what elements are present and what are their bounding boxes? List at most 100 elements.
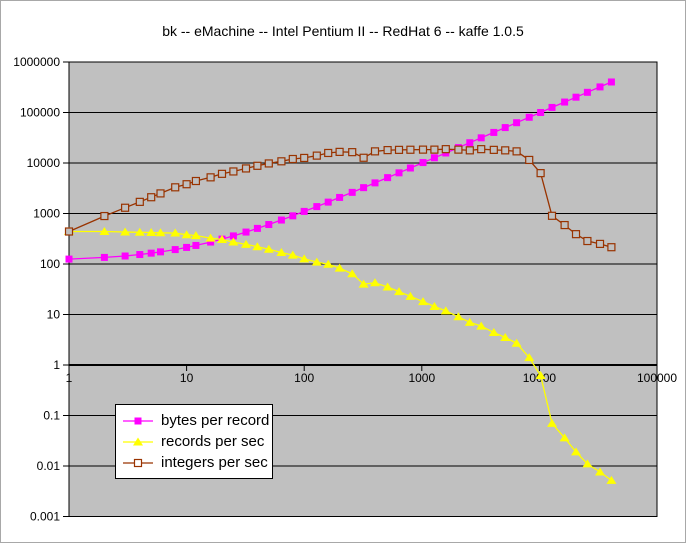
triangle-marker (405, 291, 416, 300)
square-marker (348, 188, 356, 196)
square-marker (157, 248, 165, 256)
legend-item-records-per-sec: records per sec (122, 433, 266, 450)
triangle-marker (205, 233, 216, 242)
open-square-marker (121, 203, 130, 212)
triangle-marker (394, 287, 405, 296)
open-square-marker (133, 458, 143, 467)
series-records-per-sec (64, 227, 617, 484)
brown-line-open-square-icon (123, 458, 153, 467)
triangle-marker (133, 437, 143, 445)
triangle-marker (299, 254, 310, 263)
open-square-marker (430, 145, 439, 154)
magenta-line-filled-square-icon (123, 417, 153, 424)
triangle-marker (146, 228, 157, 237)
square-marker (583, 88, 591, 96)
triangle-marker (488, 328, 499, 337)
triangle-marker (418, 297, 429, 306)
triangle-marker (134, 227, 145, 236)
open-square-marker (147, 193, 156, 202)
square-marker (229, 232, 237, 240)
open-square-marker (206, 173, 215, 182)
open-square-marker (348, 148, 357, 157)
square-marker (277, 216, 285, 224)
triangle-marker (358, 279, 369, 288)
triangle-marker (511, 338, 522, 347)
triangle-marker (547, 418, 558, 427)
x-tick-label: 10 (180, 371, 194, 385)
triangle-marker (228, 237, 239, 246)
square-marker (548, 103, 556, 111)
x-axis: 110100100010000100000 (66, 365, 677, 385)
open-square-marker (383, 146, 392, 155)
triangle-marker (334, 263, 345, 272)
square-marker (65, 255, 73, 263)
square-marker (136, 251, 144, 259)
x-tick-label: 1 (66, 371, 73, 385)
legend-label: records per sec (161, 433, 265, 450)
square-marker (207, 238, 215, 246)
open-square-marker (595, 239, 605, 249)
open-square-marker (583, 236, 592, 246)
y-tick-label: 100000 (20, 106, 60, 120)
legend-item-integers-per-sec: integers per sec (122, 454, 268, 471)
triangle-marker (582, 459, 593, 468)
square-marker (490, 128, 498, 136)
square-marker (501, 124, 509, 132)
square-marker (324, 198, 332, 206)
square-marker (466, 139, 474, 147)
triangle-marker (464, 317, 475, 326)
open-square-marker (359, 153, 368, 162)
y-tick-label: 0.001 (30, 510, 60, 524)
triangle-marker (559, 433, 570, 442)
triangle-marker (347, 269, 358, 278)
open-square-marker (135, 197, 144, 206)
triangle-marker (181, 230, 192, 239)
open-square-marker (418, 145, 428, 154)
square-marker (289, 212, 297, 220)
open-square-marker (217, 169, 227, 178)
x-tick-label: 100 (294, 371, 314, 385)
triangle-marker (440, 306, 451, 315)
open-square-marker (264, 159, 273, 168)
open-square-marker (489, 145, 498, 154)
open-square-marker (441, 145, 450, 154)
open-square-marker (370, 147, 380, 156)
y-tick-label: 100 (40, 257, 60, 271)
triangle-marker (370, 278, 381, 287)
square-marker (183, 243, 191, 251)
triangle-marker (535, 370, 546, 379)
triangle-marker (99, 227, 110, 236)
square-marker (477, 134, 485, 142)
open-square-marker (300, 153, 309, 163)
open-square-marker (64, 227, 74, 236)
open-square-marker (229, 167, 238, 176)
open-square-marker (607, 243, 616, 252)
square-marker (171, 246, 179, 254)
open-square-marker (312, 151, 321, 160)
square-marker (134, 417, 142, 424)
square-marker (242, 228, 250, 236)
series-integers-per-sec (64, 145, 616, 252)
square-marker (371, 179, 379, 187)
square-marker (147, 249, 155, 257)
triangle-marker (606, 475, 617, 484)
square-marker (513, 119, 521, 127)
open-square-marker (465, 146, 474, 155)
open-square-marker (288, 154, 297, 164)
triangle-marker (453, 312, 464, 321)
square-marker (192, 241, 200, 249)
square-marker (300, 207, 308, 215)
triangle-marker (571, 447, 582, 456)
open-square-marker (571, 230, 581, 239)
triangle-marker (287, 250, 298, 259)
triangle-marker (263, 244, 274, 253)
triangle-marker (217, 235, 228, 244)
triangle-marker (595, 467, 606, 476)
legend-label: integers per sec (161, 454, 268, 471)
y-tick-label: 1000 (33, 207, 60, 221)
square-marker (596, 83, 604, 91)
open-square-marker (156, 189, 165, 198)
square-marker (121, 252, 129, 260)
chart-title: bk -- eMachine -- Intel Pentium II -- Re… (162, 23, 524, 39)
